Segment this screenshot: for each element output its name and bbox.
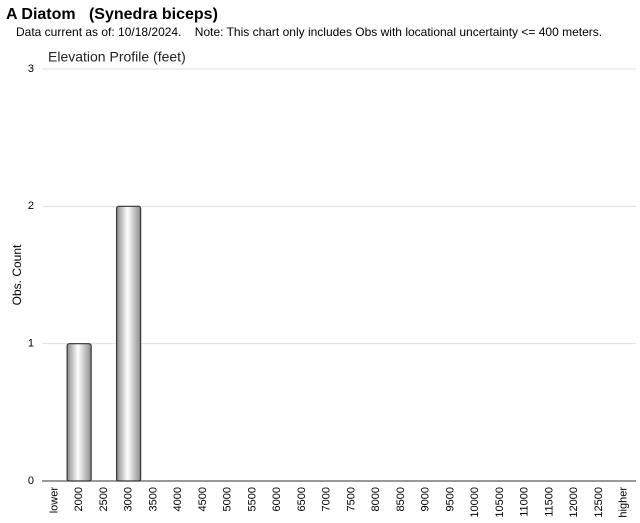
subtitle: Data current as of: 10/18/2024. Note: Th… bbox=[16, 25, 602, 39]
x-tick-label: 5000 bbox=[222, 487, 234, 511]
x-tick-label: 5500 bbox=[246, 487, 258, 511]
page-title: A Diatom (Synedra biceps) bbox=[6, 6, 218, 23]
x-tick-label: 9500 bbox=[444, 487, 456, 511]
x-tick-label: 3500 bbox=[147, 487, 159, 511]
y-tick-label: 3 bbox=[28, 63, 34, 75]
x-tick-label: 2000 bbox=[73, 487, 85, 511]
x-tick-label: 11500 bbox=[543, 487, 555, 517]
x-tick-label: 3000 bbox=[123, 487, 135, 511]
y-tick-label: 0 bbox=[28, 475, 34, 487]
x-tick-label: 10000 bbox=[469, 487, 481, 518]
bar bbox=[116, 205, 142, 482]
x-tick-label: 8000 bbox=[370, 487, 382, 511]
x-tick-label: 7000 bbox=[321, 487, 333, 511]
x-tick-label: 11000 bbox=[519, 487, 531, 517]
x-tick-label: higher bbox=[618, 487, 630, 518]
x-tick-label: 12500 bbox=[593, 487, 605, 518]
x-tick-label: 4500 bbox=[197, 487, 209, 511]
x-tick-label: 4000 bbox=[172, 487, 184, 511]
x-tick-label: 2500 bbox=[98, 487, 110, 511]
x-tick-label: lower bbox=[48, 487, 60, 514]
x-tick-label: 6000 bbox=[271, 487, 283, 511]
x-tick-label: 7500 bbox=[345, 487, 357, 511]
x-tick-label: 8500 bbox=[395, 487, 407, 511]
x-tick-label: 12000 bbox=[568, 487, 580, 518]
chart-title: Elevation Profile (feet) bbox=[48, 49, 186, 65]
y-tick-label: 1 bbox=[28, 338, 34, 350]
x-tick-label: 10500 bbox=[494, 487, 506, 518]
x-tick-label: 6500 bbox=[296, 487, 308, 511]
y-axis-label: Obs. Count bbox=[10, 244, 24, 305]
y-tick-label: 2 bbox=[28, 200, 34, 212]
x-tick-label: 9000 bbox=[420, 487, 432, 511]
bar bbox=[66, 343, 92, 482]
